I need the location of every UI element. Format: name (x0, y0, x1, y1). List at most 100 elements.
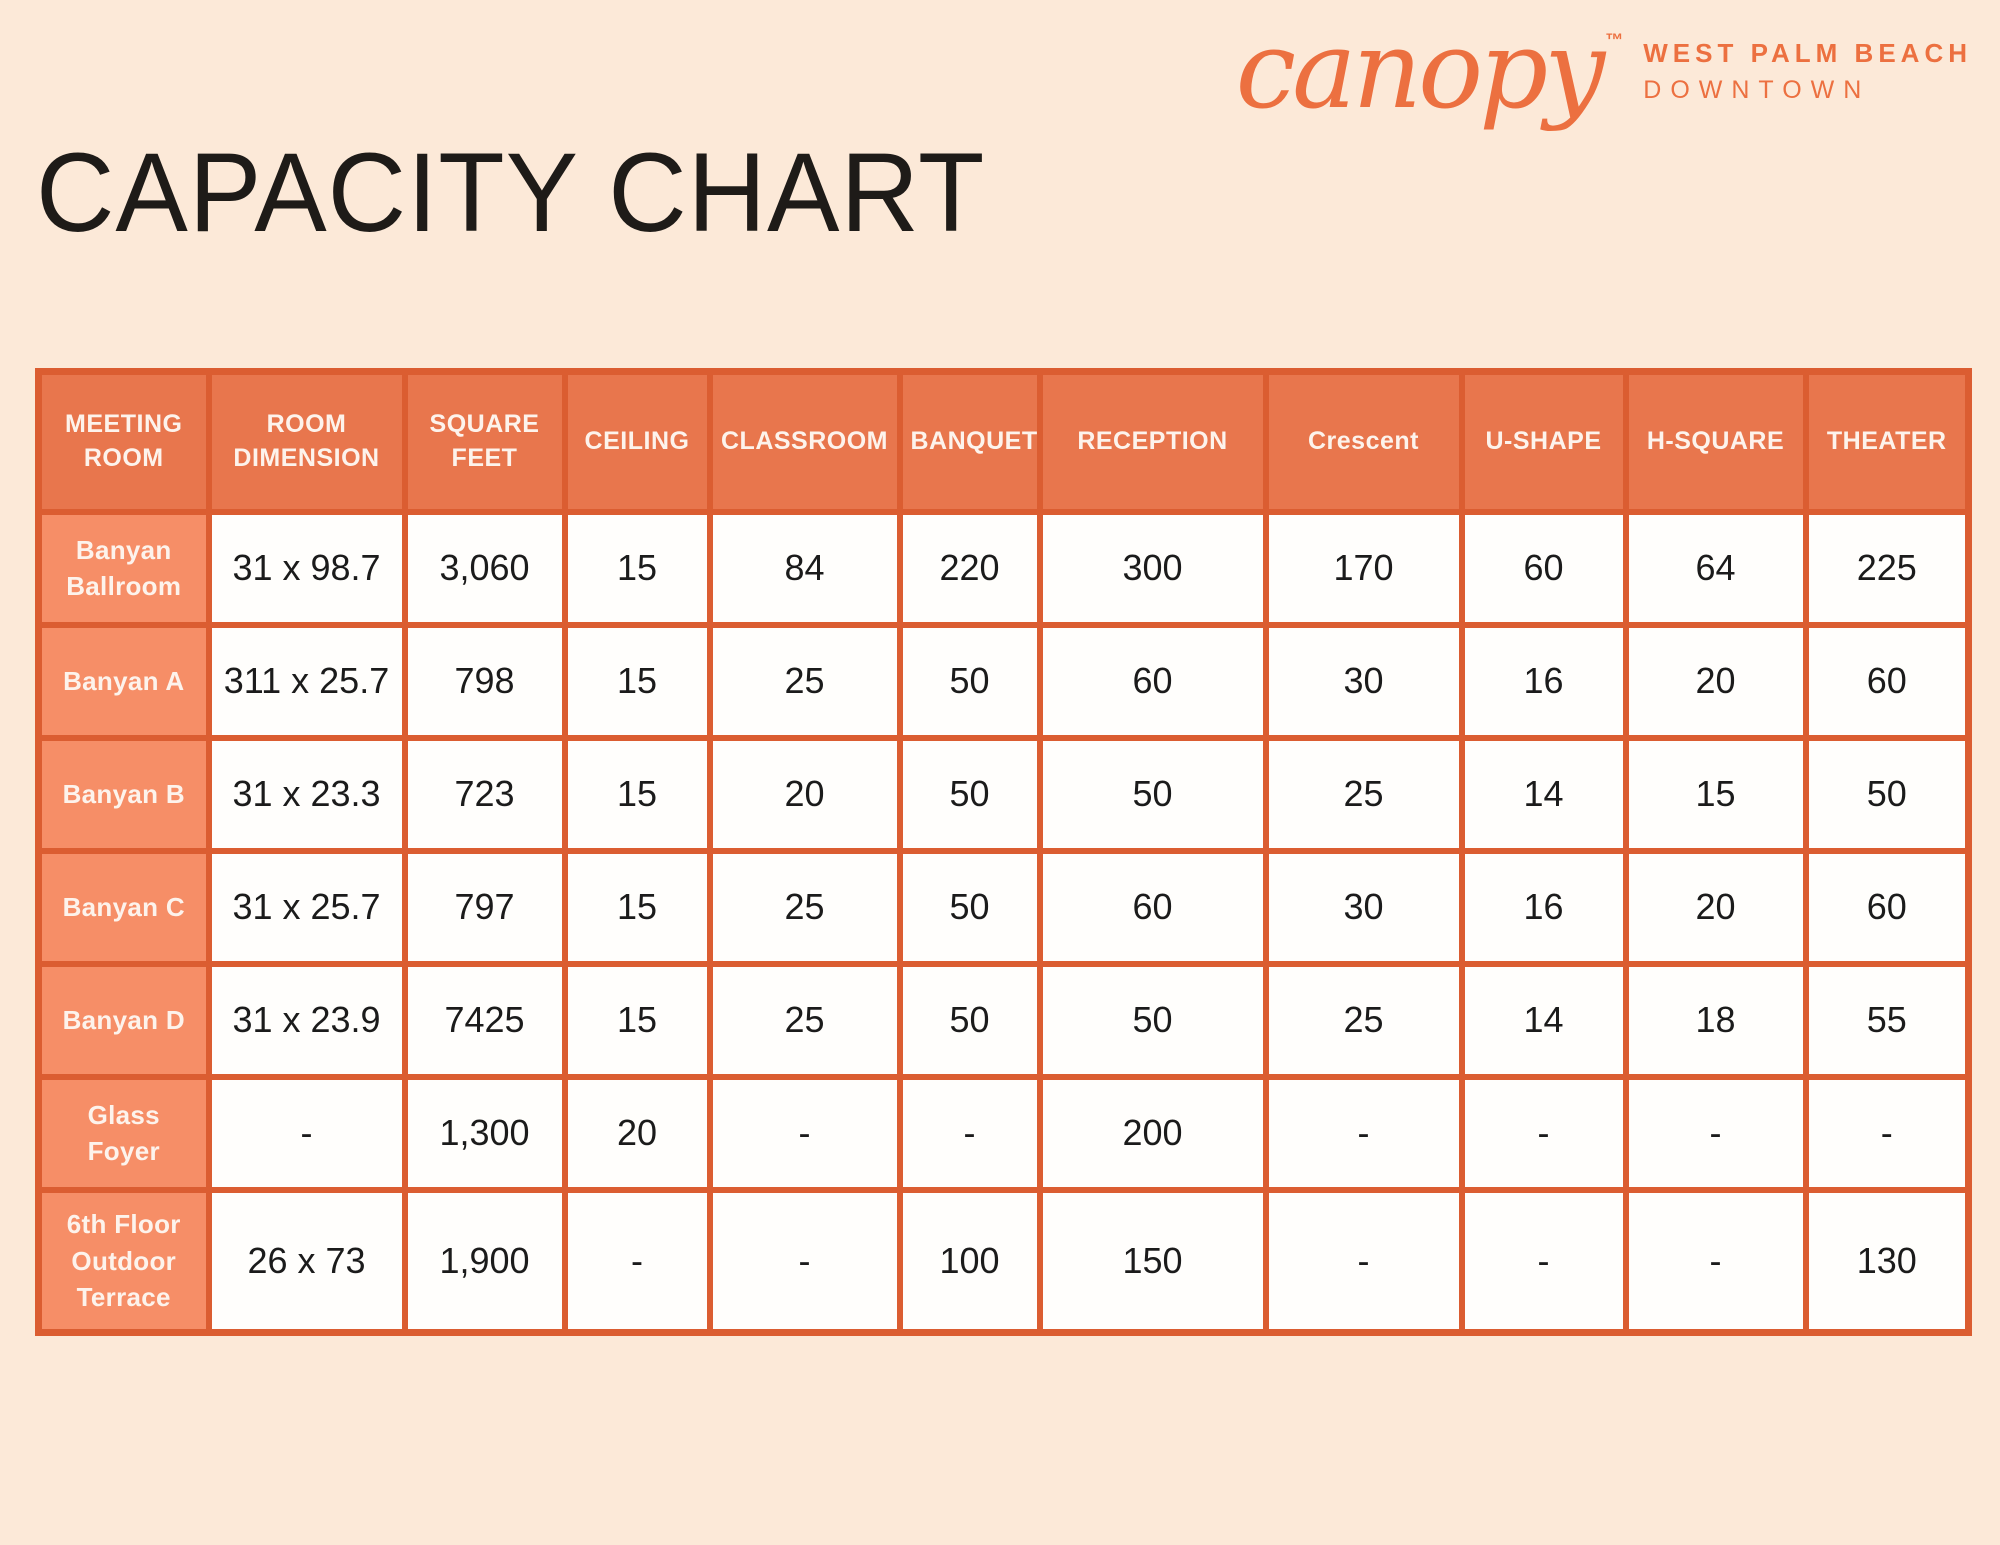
column-header-1: ROOM DIMENSION (205, 368, 408, 515)
column-header-2: SQUARE FEET (401, 368, 568, 515)
column-header-9: H-SQUARE (1622, 368, 1809, 515)
capacity-cell: - (1458, 1186, 1629, 1336)
capacity-cell: - (706, 1073, 903, 1193)
room-name: Banyan A (35, 621, 212, 741)
room-name: Banyan Ballroom (35, 508, 212, 628)
capacity-cell: 60 (1036, 847, 1269, 967)
capacity-cell: 50 (1036, 960, 1269, 1080)
capacity-cell: 15 (561, 847, 713, 967)
capacity-cell: 200 (1036, 1073, 1269, 1193)
table-row: Banyan D 31 x 23.9 7425 15 25 50 50 25 14 18 55 (35, 960, 1972, 1080)
room-name: Banyan C (35, 847, 212, 967)
capacity-cell: 60 (1458, 508, 1629, 628)
capacity-cell: 50 (896, 621, 1043, 741)
capacity-cell: 31 x 23.9 (205, 960, 408, 1080)
capacity-cell: 18 (1622, 960, 1809, 1080)
table-row: Banyan B 31 x 23.3 723 15 20 50 50 25 14 15 50 (35, 734, 1972, 854)
capacity-cell: - (1802, 1073, 1972, 1193)
column-header-7: Crescent (1262, 368, 1465, 515)
table-row: Banyan Ballroom 31 x 98.7 3,060 15 84 220 300 1… (35, 508, 1972, 628)
capacity-cell: 1,900 (401, 1186, 568, 1336)
capacity-cell: 170 (1262, 508, 1465, 628)
capacity-table: MEETING ROOM ROOM DIMENSION SQUARE FEET CEI… (35, 368, 1972, 1336)
table-row: Banyan A 311 x 25.7 798 15 25 50 60 30 16 20 60 (35, 621, 1972, 741)
capacity-cell: 31 x 23.3 (205, 734, 408, 854)
capacity-cell: 14 (1458, 960, 1629, 1080)
column-header-3: CEILING (561, 368, 713, 515)
capacity-cell: 15 (561, 734, 713, 854)
capacity-cell: 100 (896, 1186, 1043, 1336)
capacity-cell: - (896, 1073, 1043, 1193)
capacity-cell: 300 (1036, 508, 1269, 628)
capacity-cell: 25 (706, 847, 903, 967)
room-name: Glass Foyer (35, 1073, 212, 1193)
logo-location-area: DOWNTOWN (1643, 76, 1871, 104)
capacity-cell: - (1622, 1073, 1809, 1193)
capacity-cell: 31 x 25.7 (205, 847, 408, 967)
capacity-cell: 25 (1262, 734, 1465, 854)
capacity-cell: 25 (1262, 960, 1465, 1080)
capacity-cell: - (1622, 1186, 1809, 1336)
capacity-cell: 15 (561, 621, 713, 741)
capacity-cell: 16 (1458, 847, 1629, 967)
capacity-cell: 797 (401, 847, 568, 967)
column-header-10: THEATER (1802, 368, 1972, 515)
room-name: 6th Floor Outdoor Terrace (35, 1186, 212, 1336)
capacity-cell: 15 (561, 960, 713, 1080)
capacity-cell: 15 (1622, 734, 1809, 854)
capacity-cell: 60 (1802, 847, 1972, 967)
capacity-cell: 1,300 (401, 1073, 568, 1193)
capacity-cell: 50 (1036, 734, 1269, 854)
capacity-cell: - (561, 1186, 713, 1336)
capacity-cell: 60 (1802, 621, 1972, 741)
capacity-cell: - (1262, 1186, 1465, 1336)
capacity-cell: 16 (1458, 621, 1629, 741)
capacity-cell: 55 (1802, 960, 1972, 1080)
capacity-cell: 14 (1458, 734, 1629, 854)
capacity-cell: 225 (1802, 508, 1972, 628)
capacity-cell: 20 (561, 1073, 713, 1193)
logo-location: WEST PALM BEACH DOWNTOWN (1643, 38, 1972, 105)
page-title: CAPACITY CHART (36, 130, 986, 255)
canopy-logo: canopy ™ WEST PALM BEACH DOWNTOWN (1235, 8, 1972, 133)
trademark-symbol: ™ (1605, 30, 1624, 50)
capacity-cell: 25 (706, 621, 903, 741)
logo-location-city: WEST PALM BEACH (1643, 38, 1972, 68)
capacity-cell: 20 (706, 734, 903, 854)
table-header-row: MEETING ROOM ROOM DIMENSION SQUARE FEET CEI… (35, 368, 1972, 515)
room-name: Banyan B (35, 734, 212, 854)
capacity-cell: 50 (896, 960, 1043, 1080)
capacity-cell: 15 (561, 508, 713, 628)
table-row: 6th Floor Outdoor Terrace 26 x 73 1,900- -1… (35, 1186, 1972, 1336)
capacity-cell: - (205, 1073, 408, 1193)
capacity-cell: 130 (1802, 1186, 1972, 1336)
table-row: Glass Foyer -1,300 20- -200- - - - (35, 1073, 1972, 1193)
capacity-cell: 25 (706, 960, 903, 1080)
capacity-cell: 50 (1802, 734, 1972, 854)
capacity-cell: 30 (1262, 621, 1465, 741)
capacity-cell: 150 (1036, 1186, 1269, 1336)
capacity-cell: - (1458, 1073, 1629, 1193)
capacity-cell: 20 (1622, 847, 1809, 967)
column-header-4: CLASSROOM (706, 368, 903, 515)
capacity-cell: 20 (1622, 621, 1809, 741)
column-header-6: RECEPTION (1036, 368, 1269, 515)
table-row: Banyan C 31 x 25.7 797 15 25 50 60 30 16 20 60 (35, 847, 1972, 967)
capacity-cell: 50 (896, 734, 1043, 854)
canopy-wordmark: canopy (1235, 8, 1606, 133)
capacity-cell: 26 x 73 (205, 1186, 408, 1336)
capacity-cell: 311 x 25.7 (205, 621, 408, 741)
capacity-cell: 50 (896, 847, 1043, 967)
capacity-cell: - (706, 1186, 903, 1336)
capacity-cell: 723 (401, 734, 568, 854)
column-header-0: MEETING ROOM (35, 368, 212, 515)
capacity-cell: 798 (401, 621, 568, 741)
capacity-cell: 3,060 (401, 508, 568, 628)
column-header-8: U-SHAPE (1458, 368, 1629, 515)
column-header-5: BANQUET (896, 368, 1043, 515)
capacity-cell: 220 (896, 508, 1043, 628)
capacity-cell: 7425 (401, 960, 568, 1080)
capacity-cell: - (1262, 1073, 1465, 1193)
capacity-cell: 64 (1622, 508, 1809, 628)
capacity-cell: 60 (1036, 621, 1269, 741)
